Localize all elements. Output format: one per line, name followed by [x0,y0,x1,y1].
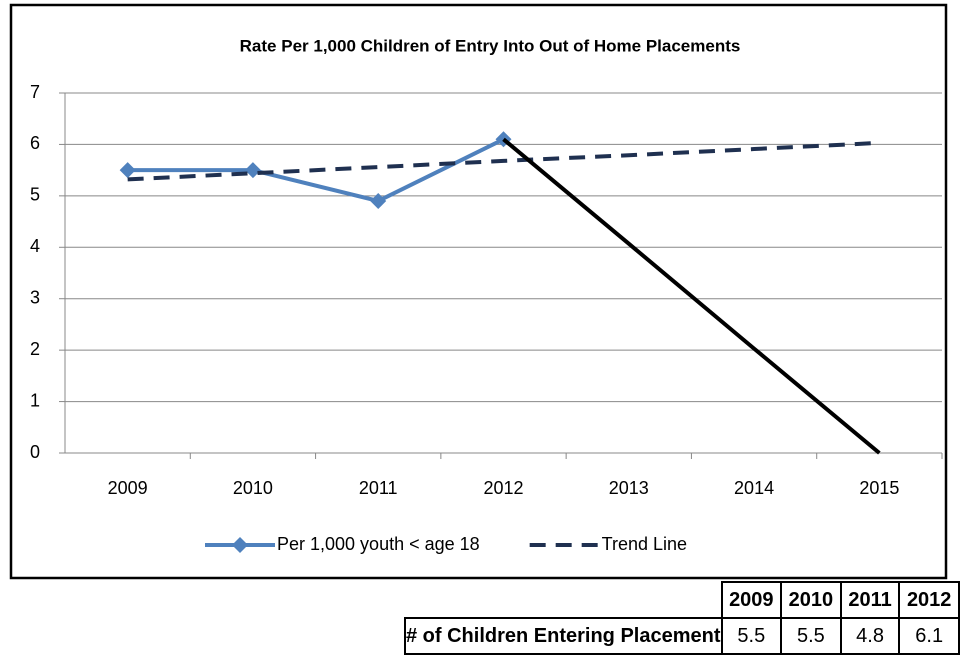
point-marker [370,193,387,209]
table-cell: # of Children Entering Placement [404,617,723,655]
series-line [127,137,505,204]
y-tick-label: 7 [30,82,40,102]
table-cell: 2010 [780,581,842,619]
x-tick-label: 2014 [734,478,774,498]
point-marker [244,162,261,179]
table-cell: 2011 [839,581,901,619]
y-tick-label: 6 [30,133,40,153]
table-cell: 2012 [898,581,960,619]
point-marker [119,162,136,179]
x-tick-label: 2015 [859,478,899,498]
y-tick-label: 5 [30,185,40,205]
table-cell: 4.8 [839,617,901,655]
table-cell: 5.5 [780,617,842,655]
table-corner [405,582,722,618]
chart-title: Rate Per 1,000 Children of Entry Into Ou… [240,36,741,55]
x-tick-label: 2013 [609,478,649,498]
legend-label: Per 1,000 youth < age 18 [277,534,480,554]
x-tick-label: 2012 [483,478,523,498]
y-tick-label: 0 [30,442,40,462]
y-tick-label: 4 [30,236,40,256]
x-tick-label: 2011 [359,478,398,498]
legend-marker [232,537,248,553]
data-table: 2009 2010 2011 2012 # of Children Entering P… [404,581,960,655]
series-line [502,137,881,455]
x-tick-label: 2010 [233,478,273,498]
legend-label: Trend Line [602,534,687,554]
table-cell: 5.5 [720,617,783,655]
series-line [127,140,880,182]
y-tick-label: 3 [30,287,40,307]
table-cell: 2009 [720,581,783,619]
table-cell: 6.1 [898,617,960,655]
chart-frame [9,3,948,580]
table-row: # of Children Entering Placement 5.5 5.5 4.… [404,617,960,655]
chart: Rate Per 1,000 Children of Entry Into Ou… [9,3,948,580]
table-row: 2009 2010 2011 2012 [405,581,960,619]
y-tick-label: 1 [30,390,40,410]
y-tick-label: 2 [30,339,40,359]
x-tick-label: 2009 [108,478,148,498]
